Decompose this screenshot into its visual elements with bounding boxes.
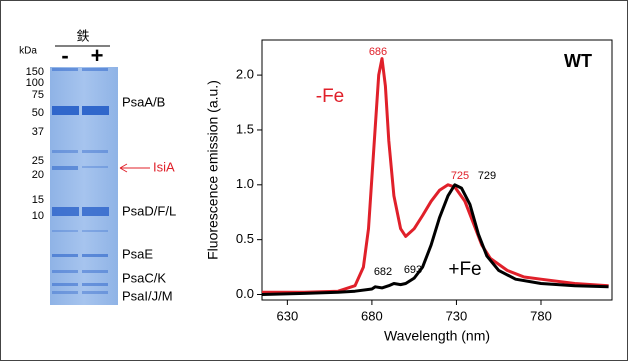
marker-label: 37 (32, 126, 44, 138)
lane-label: + (91, 43, 104, 68)
y-tick-label: 0.0 (236, 286, 254, 301)
gel-header: 鉄 (76, 28, 89, 43)
x-tick-label: 780 (530, 308, 552, 323)
gel-band (82, 291, 108, 294)
peak-label: 682 (374, 266, 392, 278)
series-label: +Fe (448, 259, 481, 280)
marker-label: 25 (32, 155, 44, 167)
band-label: PsaI/J/M (122, 288, 173, 303)
gel-band (52, 291, 78, 294)
x-tick-label: 730 (446, 308, 468, 323)
marker-label: 20 (32, 169, 44, 181)
chart-title: WT (564, 51, 592, 71)
band-label: IsiA (153, 159, 175, 174)
gel-band (82, 230, 108, 232)
gel-image (50, 67, 118, 305)
band-label: PsaC/K (122, 270, 166, 285)
peak-label: 729 (478, 170, 496, 182)
kda-label: kDa (19, 46, 37, 57)
gel-band (52, 106, 79, 115)
gel-band (52, 150, 78, 153)
x-tick-label: 630 (277, 308, 299, 323)
peak-label: 693 (404, 264, 422, 276)
gel-band (82, 166, 108, 168)
gel-band (82, 150, 108, 153)
y-tick-label: 1.0 (236, 176, 254, 191)
peak-label: 686 (369, 46, 387, 58)
figure: 鉄 kDa - + Wavelength (nm) Fluorescence e… (0, 0, 628, 361)
y-tick-label: 2.0 (236, 67, 254, 82)
gel-band (82, 254, 108, 257)
series-label: -Fe (316, 86, 345, 107)
marker-label: 75 (32, 89, 44, 101)
x-axis-label: Wavelength (nm) (384, 328, 490, 344)
gel-band (52, 254, 78, 257)
marker-label: 50 (32, 107, 44, 119)
gel-band (82, 270, 108, 273)
gel-band (82, 106, 109, 115)
gel-band (52, 270, 78, 273)
peak-label: 725 (451, 170, 469, 182)
y-tick-label: 1.5 (236, 121, 254, 136)
band-label: PsaE (122, 246, 153, 261)
y-axis-label: Fluorescence emission (a.u.) (205, 80, 221, 260)
gel-band (82, 207, 109, 216)
marker-label: 15 (32, 194, 44, 206)
x-tick-label: 680 (361, 308, 383, 323)
lane-label: - (61, 43, 68, 68)
gel-band (52, 283, 78, 286)
gel-band (52, 230, 78, 232)
gel-band (52, 207, 79, 216)
gel-band (52, 166, 78, 170)
band-label: PsaD/F/L (122, 203, 176, 218)
band-label: PsaA/B (122, 94, 165, 109)
gel-band (52, 68, 78, 71)
gel-band (82, 68, 108, 71)
y-tick-label: 0.5 (236, 231, 254, 246)
marker-label: 10 (32, 210, 44, 222)
marker-label: 100 (26, 77, 44, 89)
gel-band (82, 283, 108, 286)
